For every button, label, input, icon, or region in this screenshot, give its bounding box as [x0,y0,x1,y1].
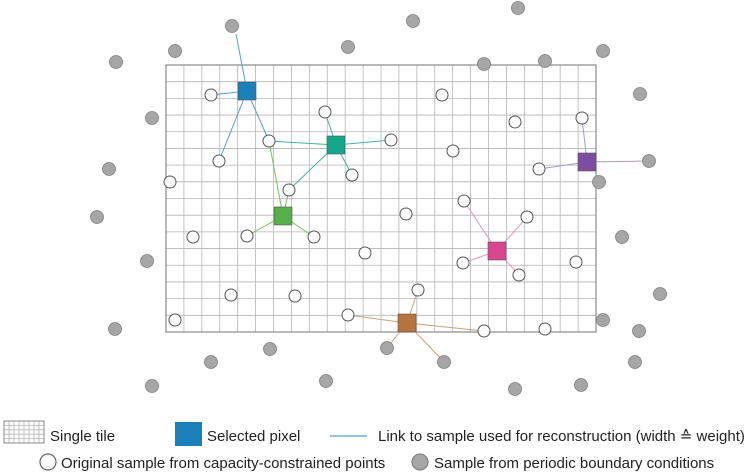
link-line [268,140,284,217]
boundary-sample-dot [102,162,116,176]
selected-pixel [273,206,293,226]
legend-link-label: Link to sample used for reconstruction (… [378,428,745,445]
boundary-sample-dot [225,19,239,33]
boundary-sample-dot [380,341,394,355]
boundary-sample-dot [140,254,154,268]
boundary-sample-dot [145,111,159,125]
original-sample-dot [204,88,218,102]
original-sample-dot [163,175,177,189]
legend-grid-border [3,420,45,444]
original-sample-dot [345,168,359,182]
original-sample-dot [435,88,449,102]
boundary-sample-dot [145,379,159,393]
legend-selected-pixel-icon [175,422,202,446]
original-sample-dot [477,324,491,338]
selected-pixel [487,241,507,261]
original-sample-dot [288,289,302,303]
legend-selected-pixel-label: Selected pixel [207,428,300,445]
boundary-sample-dot [90,210,104,224]
boundary-sample-dot [508,382,522,396]
boundary-sample-dot [628,355,642,369]
original-sample-dot [168,313,182,327]
legend-boundary-sample-icon [411,453,429,471]
legend-single-tile-label: Single tile [50,428,115,445]
legend-original-sample-icon [39,453,57,471]
selected-pixel [326,135,346,155]
boundary-sample-dot [511,1,525,15]
original-sample-dot [318,105,332,119]
original-sample-dot [358,246,372,260]
original-sample-dot [282,183,296,197]
boundary-sample-dot [632,324,646,338]
original-sample-dot [538,322,552,336]
original-sample-dot [384,133,398,147]
original-sample-dot [240,229,254,243]
legend-boundary-sample-label: Sample from periodic boundary conditions [434,455,714,472]
boundary-sample-dot [642,154,656,168]
original-sample-dot [399,207,413,221]
original-sample-dot [341,308,355,322]
grid-border [165,64,597,333]
selected-pixel [237,81,257,101]
original-sample-dot [569,255,583,269]
link-line [218,90,248,162]
legend-tile-icon [3,420,45,444]
original-samples [163,88,589,338]
selected-pixel [397,313,417,333]
boundary-sample-dot [596,313,610,327]
original-sample-dot [186,230,200,244]
original-sample-dot [457,194,471,208]
link-line [235,33,248,92]
original-sample-dot [212,154,226,168]
legend-original-sample-label: Original sample from capacity-constraine… [61,455,385,472]
original-sample-dot [575,111,589,125]
legend: Single tile Selected pixel Link to sampl… [3,420,745,472]
original-sample-dot [411,283,425,297]
link-line [406,322,485,332]
boundary-sample-dot [653,287,667,301]
boundary-sample-dot [477,57,491,71]
boundary-sample-dot [319,374,333,388]
boundary-sample-dot [596,44,610,58]
selected-pixels [237,81,597,333]
original-sample-dot [508,115,522,129]
boundary-sample-dot [574,378,588,392]
original-sample-dot [520,210,534,224]
boundary-sample-dot [615,230,629,244]
boundary-sample-dot [633,87,647,101]
link-line [347,314,408,324]
boundary-sample-dot [341,40,355,54]
boundary-sample-dot [204,355,218,369]
boundary-sample-dot [263,342,277,356]
original-sample-dot [307,230,321,244]
original-sample-dot [262,134,276,148]
boundary-sample-dot [109,55,123,69]
boundary-sample-dot [406,14,420,28]
original-sample-dot [512,268,526,282]
boundary-sample-dot [108,322,122,336]
link-line [268,140,337,146]
link-line [586,160,650,163]
boundary-sample-dot [538,54,552,68]
original-sample-dot [456,256,470,270]
boundary-sample-dot [437,355,451,369]
original-sample-dot [532,162,546,176]
boundary-sample-dot [592,175,606,189]
original-sample-dot [224,288,238,302]
reconstruction-links [210,33,650,363]
boundary-samples [90,1,667,396]
original-sample-dot [446,144,460,158]
boundary-sample-dot [168,44,182,58]
selected-pixel [577,152,597,172]
